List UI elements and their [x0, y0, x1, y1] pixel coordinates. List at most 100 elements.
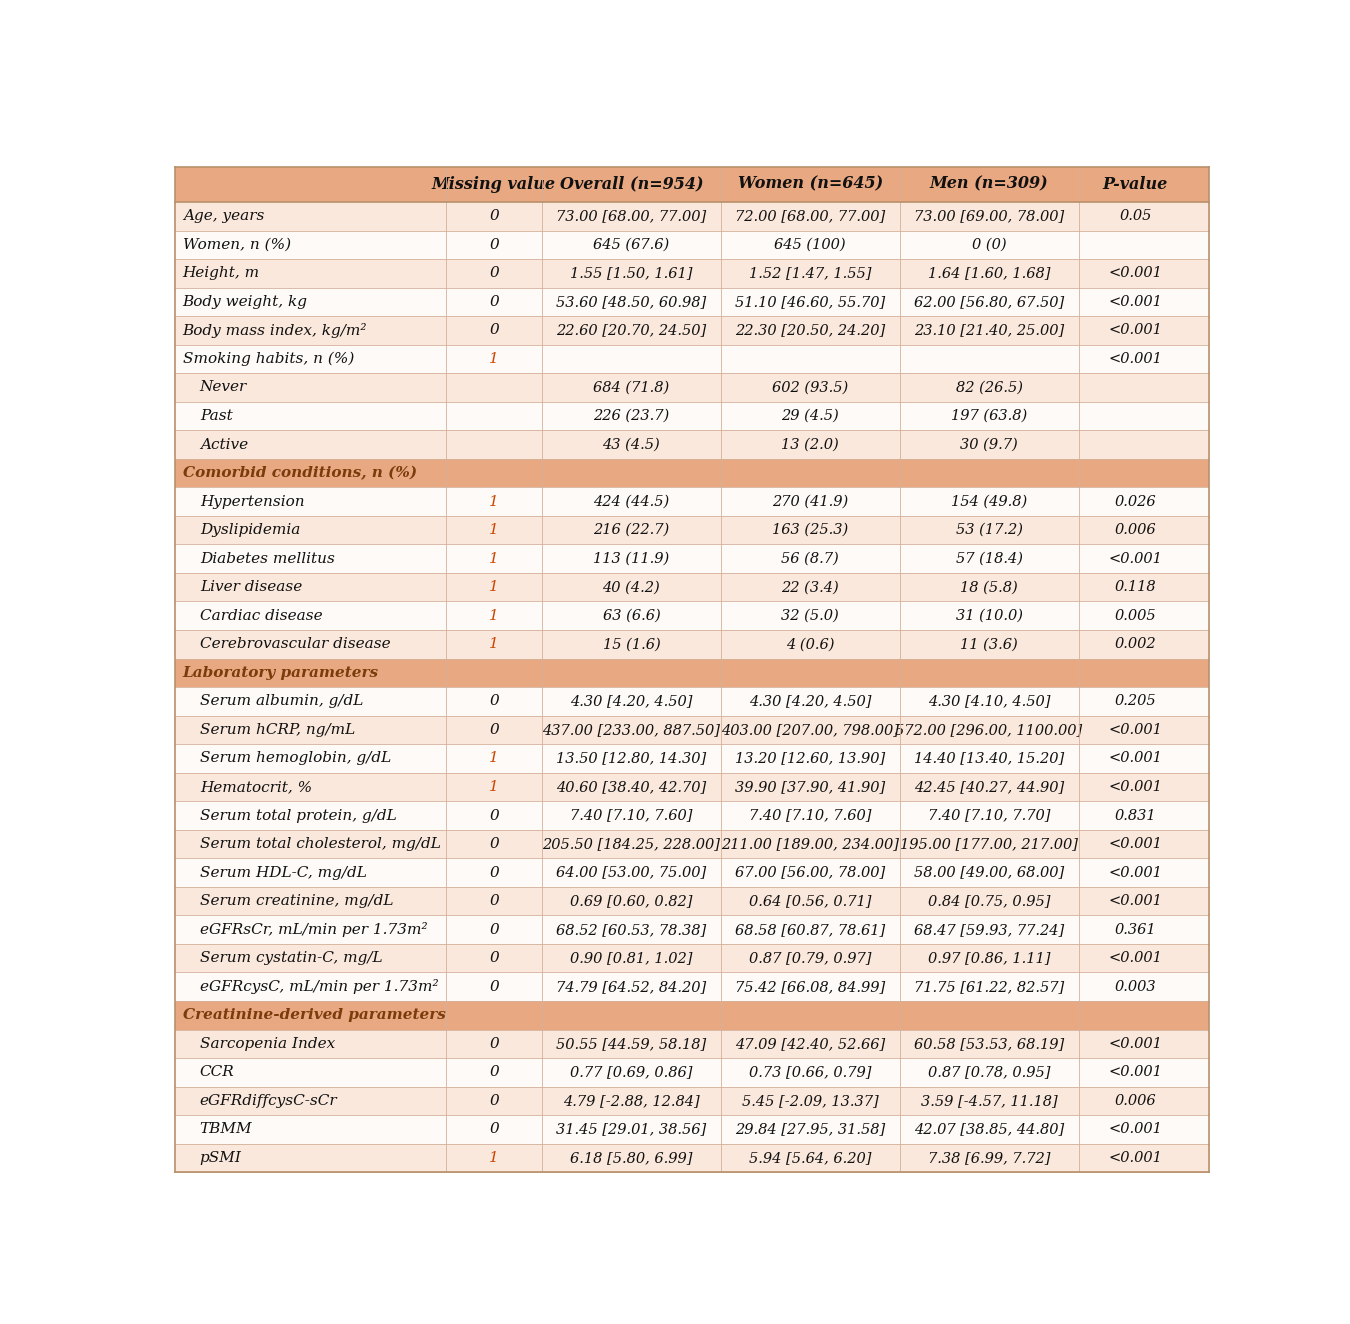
Text: 645 (100): 645 (100)	[775, 238, 846, 252]
Text: 0: 0	[489, 209, 498, 224]
Text: 0.69 [0.60, 0.82]: 0.69 [0.60, 0.82]	[570, 894, 693, 908]
Text: 205.50 [184.25, 228.00]: 205.50 [184.25, 228.00]	[543, 837, 721, 851]
Text: 1.64 [1.60, 1.68]: 1.64 [1.60, 1.68]	[927, 266, 1050, 281]
Text: 1: 1	[489, 609, 498, 622]
Text: Liver disease: Liver disease	[200, 580, 302, 594]
Text: Hematocrit, %: Hematocrit, %	[200, 780, 312, 794]
Text: 0 (0): 0 (0)	[972, 238, 1006, 252]
Bar	[176, 516, 1208, 544]
Text: 0.831: 0.831	[1115, 809, 1156, 822]
Text: 0.87 [0.78, 0.95]: 0.87 [0.78, 0.95]	[927, 1066, 1050, 1079]
Text: 7.40 [7.10, 7.60]: 7.40 [7.10, 7.60]	[570, 809, 693, 822]
Text: <0.001: <0.001	[1108, 1151, 1162, 1165]
Text: Serum cystatin-C, mg/L: Serum cystatin-C, mg/L	[200, 951, 382, 965]
Text: <0.001: <0.001	[1108, 837, 1162, 851]
Text: 0: 0	[489, 266, 498, 281]
Text: 0: 0	[489, 723, 498, 737]
Text: eGFRcysC, mL/min per 1.73m²: eGFRcysC, mL/min per 1.73m²	[200, 980, 439, 994]
Bar	[176, 972, 1208, 1001]
Text: 0.87 [0.79, 0.97]: 0.87 [0.79, 0.97]	[749, 951, 872, 965]
Text: 75.42 [66.08, 84.99]: 75.42 [66.08, 84.99]	[736, 980, 886, 994]
Text: 0.05: 0.05	[1119, 209, 1152, 224]
Text: 22 (3.4): 22 (3.4)	[782, 580, 840, 594]
Text: <0.001: <0.001	[1108, 1066, 1162, 1079]
Text: 0.361: 0.361	[1115, 923, 1156, 936]
Text: 0.84 [0.75, 0.95]: 0.84 [0.75, 0.95]	[927, 894, 1050, 908]
Text: 68.47 [59.93, 77.24]: 68.47 [59.93, 77.24]	[914, 923, 1064, 936]
Text: 195.00 [177.00, 217.00]: 195.00 [177.00, 217.00]	[900, 837, 1079, 851]
Text: <0.001: <0.001	[1108, 723, 1162, 737]
Text: 64.00 [53.00, 75.00]: 64.00 [53.00, 75.00]	[556, 866, 706, 879]
Text: eGFRdiffcysC-sCr: eGFRdiffcysC-sCr	[200, 1094, 338, 1108]
Text: 40.60 [38.40, 42.70]: 40.60 [38.40, 42.70]	[556, 780, 706, 794]
Text: Sarcopenia Index: Sarcopenia Index	[200, 1037, 335, 1051]
Text: 4 (0.6): 4 (0.6)	[786, 637, 834, 651]
Text: 0: 0	[489, 866, 498, 879]
Text: 23.10 [21.40, 25.00]: 23.10 [21.40, 25.00]	[914, 323, 1064, 338]
Text: <0.001: <0.001	[1108, 951, 1162, 965]
Text: 32 (5.0): 32 (5.0)	[782, 609, 840, 622]
Text: 0.90 [0.81, 1.02]: 0.90 [0.81, 1.02]	[570, 951, 693, 965]
Bar	[176, 230, 1208, 260]
Bar	[176, 573, 1208, 601]
Text: 31 (10.0): 31 (10.0)	[956, 609, 1022, 622]
Bar	[176, 544, 1208, 573]
Bar	[176, 858, 1208, 887]
Text: 0.006: 0.006	[1115, 1094, 1156, 1108]
Text: 7.38 [6.99, 7.72]: 7.38 [6.99, 7.72]	[927, 1151, 1050, 1165]
Text: <0.001: <0.001	[1108, 1037, 1162, 1051]
Text: 15 (1.6): 15 (1.6)	[602, 637, 660, 651]
Text: Overall (n=954): Overall (n=954)	[560, 176, 703, 193]
Text: 0: 0	[489, 1037, 498, 1051]
Text: 0.205: 0.205	[1115, 694, 1156, 708]
Text: 0.73 [0.66, 0.79]: 0.73 [0.66, 0.79]	[749, 1066, 872, 1079]
Text: Missing value: Missing value	[432, 176, 556, 193]
Text: 270 (41.9): 270 (41.9)	[772, 495, 848, 508]
Text: <0.001: <0.001	[1108, 866, 1162, 879]
Bar	[176, 1001, 1208, 1030]
Bar	[176, 260, 1208, 287]
Text: 1: 1	[489, 780, 498, 794]
Text: 424 (44.5): 424 (44.5)	[593, 495, 670, 508]
Text: 684 (71.8): 684 (71.8)	[593, 380, 670, 395]
Text: Serum creatinine, mg/dL: Serum creatinine, mg/dL	[200, 894, 393, 908]
Text: 4.30 [4.20, 4.50]: 4.30 [4.20, 4.50]	[570, 694, 693, 708]
Text: 13 (2.0): 13 (2.0)	[782, 437, 840, 451]
Text: Never: Never	[200, 380, 247, 395]
Text: 0.118: 0.118	[1115, 580, 1156, 594]
Text: 11 (3.6): 11 (3.6)	[960, 637, 1018, 651]
Bar	[176, 601, 1208, 630]
Bar	[176, 1115, 1208, 1144]
Text: 1: 1	[489, 552, 498, 565]
Bar	[176, 801, 1208, 830]
Text: 60.58 [53.53, 68.19]: 60.58 [53.53, 68.19]	[914, 1037, 1064, 1051]
Text: 0: 0	[489, 323, 498, 338]
Text: 14.40 [13.40, 15.20]: 14.40 [13.40, 15.20]	[914, 752, 1064, 765]
Text: 58.00 [49.00, 68.00]: 58.00 [49.00, 68.00]	[914, 866, 1064, 879]
Bar	[176, 459, 1208, 487]
Text: 403.00 [207.00, 798.00]: 403.00 [207.00, 798.00]	[721, 723, 899, 737]
Text: 0.002: 0.002	[1115, 637, 1156, 651]
Text: 0: 0	[489, 1123, 498, 1136]
Text: TBMM: TBMM	[200, 1123, 252, 1136]
Text: Serum HDL-C, mg/dL: Serum HDL-C, mg/dL	[200, 866, 367, 879]
Bar	[176, 744, 1208, 773]
Text: Body weight, kg: Body weight, kg	[182, 295, 308, 308]
Text: 0.006: 0.006	[1115, 523, 1156, 538]
Text: 163 (25.3): 163 (25.3)	[772, 523, 848, 538]
Text: 73.00 [68.00, 77.00]: 73.00 [68.00, 77.00]	[556, 209, 706, 224]
Bar	[176, 830, 1208, 858]
Text: pSMI: pSMI	[200, 1151, 242, 1165]
Text: 68.52 [60.53, 78.38]: 68.52 [60.53, 78.38]	[556, 923, 706, 936]
Bar	[176, 887, 1208, 915]
Text: 0: 0	[489, 951, 498, 965]
Text: 7.40 [7.10, 7.60]: 7.40 [7.10, 7.60]	[749, 809, 872, 822]
Text: 0: 0	[489, 1066, 498, 1079]
Text: Women, n (%): Women, n (%)	[182, 238, 290, 252]
Text: Active: Active	[200, 437, 248, 451]
Text: Past: Past	[200, 409, 232, 422]
Text: 4.30 [4.20, 4.50]: 4.30 [4.20, 4.50]	[749, 694, 872, 708]
Text: CCR: CCR	[200, 1066, 235, 1079]
Bar	[176, 944, 1208, 972]
Text: 645 (67.6): 645 (67.6)	[593, 238, 670, 252]
